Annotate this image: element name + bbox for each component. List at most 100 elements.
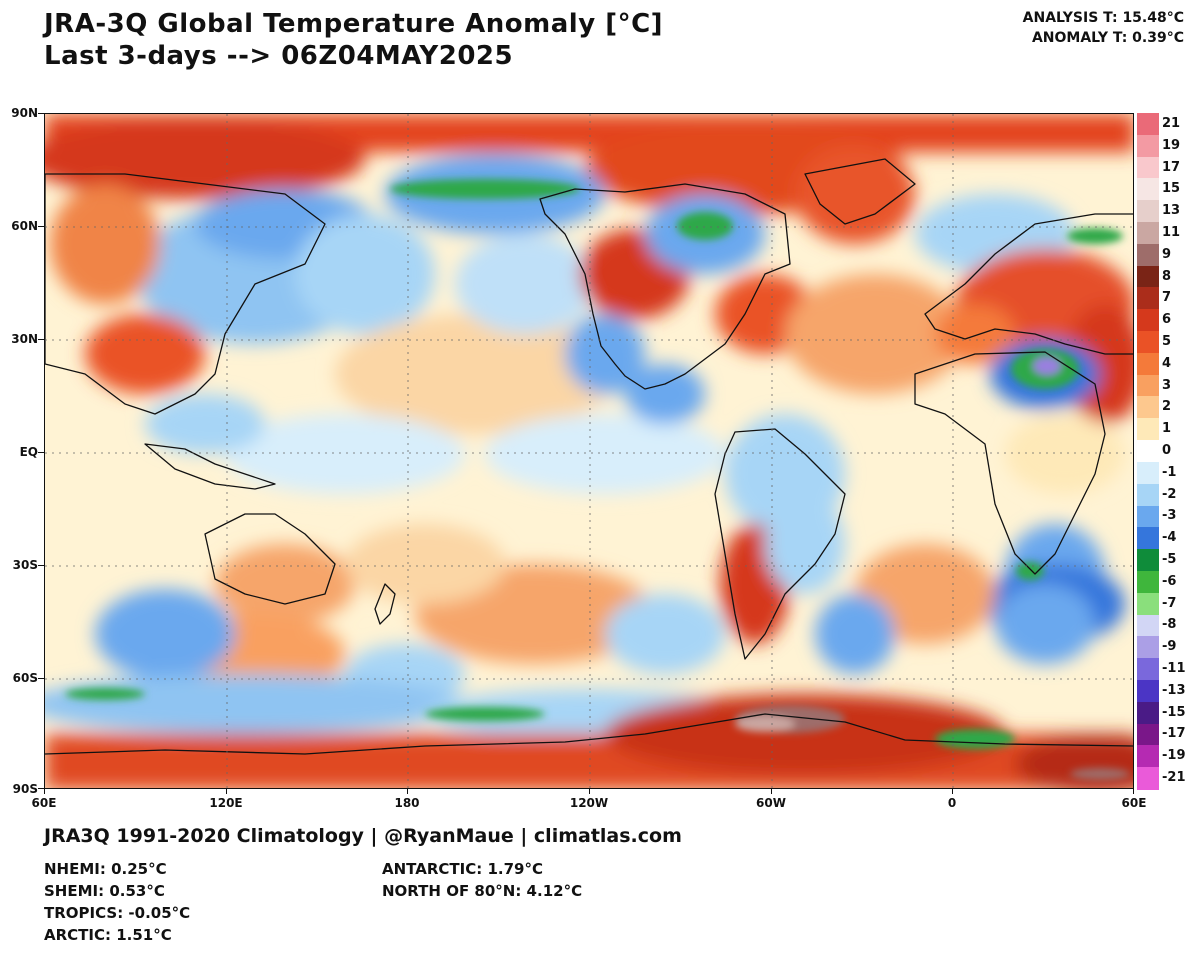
colorbar-label: 3 [1162,377,1172,393]
map-title: JRA-3Q Global Temperature Anomaly [°C] L… [44,8,663,72]
colorbar-swatch [1137,527,1159,550]
colorbar-swatch [1137,287,1159,310]
lon-tick [771,789,772,794]
colorbar-label: 17 [1162,159,1181,175]
colorbar-label: -13 [1162,682,1186,698]
lon-label-120w: 120W [569,796,609,810]
colorbar-swatch [1137,549,1159,572]
credit-line: JRA3Q 1991-2020 Climatology | @RyanMaue … [44,825,682,847]
colorbar-swatch [1137,331,1159,354]
stat-tropics: TROPICS: -0.05°C [44,904,191,922]
colorbar-swatch [1137,614,1159,637]
lat-tick [38,113,44,114]
colorbar-swatch [1137,483,1159,507]
lon-label-180: 180 [394,796,420,810]
lat-label-90n: 90N [11,106,38,120]
colorbar-label: -21 [1162,770,1186,786]
lat-tick [38,452,44,453]
colorbar-swatch [1137,134,1159,158]
colorbar-swatch [1137,309,1159,332]
stats-left: NHEMI: 0.25°C SHEMI: 0.53°C TROPICS: -0.… [44,858,190,946]
stat-north-of-80n: NORTH OF 80°N: 4.12°C [382,882,583,900]
global-summary: ANALYSIS T: 15.48°C ANOMALY T: 0.39°C [1023,8,1184,48]
anomaly-map [44,113,1134,789]
lat-label-90s: 90S [12,782,38,796]
anomaly-highlights [65,179,1130,780]
stat-antarctic: ANTARCTIC: 1.79°C [382,860,543,878]
lat-tick [38,565,44,566]
map-graphic [45,114,1133,788]
colorbar-label: 13 [1162,203,1181,219]
colorbar-swatch [1137,658,1159,681]
stat-arctic: ARCTIC: 1.51°C [44,926,172,944]
colorbar-label: 7 [1162,290,1172,306]
colorbar-swatch [1137,723,1159,746]
lat-tick [38,339,44,340]
colorbar-swatch [1137,243,1159,267]
colorbar-swatch [1137,113,1159,136]
colorbar-label: 9 [1162,246,1172,262]
lon-label-60w: 60W [756,796,786,810]
colorbar-swatch [1137,461,1159,485]
coastlines [45,158,1133,755]
colorbar-swatch [1137,265,1159,289]
colorbar-label: 6 [1162,312,1172,328]
colorbar-swatch [1137,418,1159,441]
stat-nhemi: NHEMI: 0.25°C [44,860,167,878]
colorbar-label: -8 [1162,617,1177,633]
colorbar-swatch [1137,156,1159,180]
colorbar-label: 8 [1162,268,1172,284]
lon-label-0: 0 [947,796,957,810]
colorbar-label: 5 [1162,333,1172,349]
lon-tick [589,789,590,794]
colorbar-label: -2 [1162,486,1177,502]
colorbar-label: -7 [1162,595,1177,611]
colorbar-label: -5 [1162,552,1177,568]
colorbar-swatch [1137,200,1159,223]
analysis-temperature: ANALYSIS T: 15.48°C [1022,10,1184,26]
lat-label-30s: 30S [12,558,38,572]
lon-label-120e: 120E [209,796,243,810]
stats-right: ANTARCTIC: 1.79°C NORTH OF 80°N: 4.12°C [382,858,582,902]
colorbar-label: -17 [1162,726,1186,742]
lat-tick [38,788,44,789]
colorbar [1137,113,1159,790]
colorbar-label: -4 [1162,530,1177,546]
colorbar-label: -9 [1162,639,1177,655]
colorbar-swatch [1137,701,1159,725]
colorbar-label: 11 [1162,224,1181,240]
colorbar-label: 21 [1162,115,1181,131]
lon-tick [1133,789,1134,794]
lat-label-60n: 60N [11,219,38,233]
colorbar-label: 0 [1162,443,1172,458]
lon-tick [226,789,227,794]
colorbar-swatch [1137,570,1159,594]
colorbar-swatch [1137,396,1159,419]
lat-tick [38,678,44,679]
colorbar-swatch [1137,222,1159,245]
colorbar-swatch [1137,440,1159,463]
colorbar-swatch [1137,374,1159,398]
title-line-1: JRA-3Q Global Temperature Anomaly [°C] [44,9,664,39]
lon-tick [952,789,953,794]
colorbar-label: 19 [1162,137,1181,153]
stat-shemi: SHEMI: 0.53°C [44,882,165,900]
colorbar-label: 1 [1162,421,1172,437]
colorbar-label: -1 [1162,464,1177,480]
colorbar-swatch [1137,592,1159,616]
anomaly-temperature: ANOMALY T: 0.39°C [1031,30,1184,46]
colorbar-label: -11 [1162,661,1186,677]
lon-label-60e-left: 60E [31,796,57,810]
colorbar-swatch [1137,767,1159,790]
lat-label-30n: 30N [11,332,38,346]
lat-label-eq: EQ [19,445,38,459]
colorbar-label: 15 [1162,181,1181,197]
colorbar-label: 4 [1162,355,1172,371]
graticule [45,114,1133,788]
colorbar-swatch [1137,178,1159,201]
colorbar-swatch [1137,745,1159,768]
lon-tick [407,789,408,794]
colorbar-swatch [1137,505,1159,528]
lon-tick [44,789,45,794]
colorbar-swatch [1137,636,1159,659]
